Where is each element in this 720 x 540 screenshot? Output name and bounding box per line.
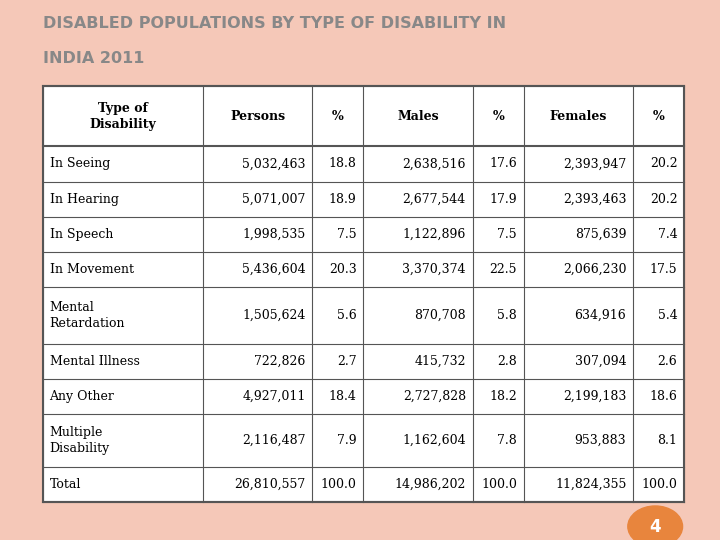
Text: 722,826: 722,826 [254,355,305,368]
Text: 4,927,011: 4,927,011 [242,390,305,403]
Text: Persons: Persons [230,110,285,123]
Text: 11,824,355: 11,824,355 [555,478,626,491]
Text: In Speech: In Speech [50,228,113,241]
Text: Mental Illness: Mental Illness [50,355,140,368]
Text: 2,066,230: 2,066,230 [563,263,626,276]
Text: Mental
Retardation: Mental Retardation [50,301,125,330]
Text: 18.2: 18.2 [489,390,517,403]
Text: Total: Total [50,478,81,491]
Text: In Seeing: In Seeing [50,158,110,171]
Text: 1,505,624: 1,505,624 [242,309,305,322]
Text: 4: 4 [649,517,661,536]
Text: 307,094: 307,094 [575,355,626,368]
Text: 100.0: 100.0 [642,478,678,491]
Text: 20.2: 20.2 [649,158,678,171]
Text: 1,162,604: 1,162,604 [402,434,466,447]
Text: DISABLED POPULATIONS BY TYPE OF DISABILITY IN: DISABLED POPULATIONS BY TYPE OF DISABILI… [42,16,505,31]
Text: 18.9: 18.9 [329,193,356,206]
Text: Any Other: Any Other [50,390,114,403]
Text: 18.6: 18.6 [649,390,678,403]
Text: 415,732: 415,732 [415,355,466,368]
Text: 18.8: 18.8 [328,158,356,171]
Text: 7.4: 7.4 [657,228,678,241]
Text: 100.0: 100.0 [320,478,356,491]
Text: 26,810,557: 26,810,557 [234,478,305,491]
Text: 5,071,007: 5,071,007 [242,193,305,206]
Text: 2,393,463: 2,393,463 [563,193,626,206]
Text: 17.9: 17.9 [490,193,517,206]
Text: 7.5: 7.5 [337,228,356,241]
Text: 870,708: 870,708 [414,309,466,322]
Text: 100.0: 100.0 [481,478,517,491]
Text: 7.5: 7.5 [498,228,517,241]
Text: 5.8: 5.8 [498,309,517,322]
Text: 20.3: 20.3 [329,263,356,276]
Text: Males: Males [397,110,439,123]
Text: 7.8: 7.8 [498,434,517,447]
Text: 14,986,202: 14,986,202 [395,478,466,491]
Text: 5.6: 5.6 [337,309,356,322]
Text: Females: Females [550,110,607,123]
Text: 3,370,374: 3,370,374 [402,263,466,276]
Text: 17.5: 17.5 [649,263,678,276]
Text: Multiple
Disability: Multiple Disability [50,426,109,455]
Text: 1,998,535: 1,998,535 [242,228,305,241]
Text: 2,727,828: 2,727,828 [402,390,466,403]
Text: 2.6: 2.6 [657,355,678,368]
Text: 875,639: 875,639 [575,228,626,241]
Text: 5.4: 5.4 [657,309,678,322]
Bar [42,86,684,502]
Text: 2,677,544: 2,677,544 [402,193,466,206]
Text: 18.4: 18.4 [328,390,356,403]
Text: 20.2: 20.2 [649,193,678,206]
Text: %: % [332,110,344,123]
Text: Type of
Disability: Type of Disability [89,102,156,131]
Text: 2,199,183: 2,199,183 [563,390,626,403]
Text: %: % [492,110,504,123]
Text: 8.1: 8.1 [657,434,678,447]
Text: 7.9: 7.9 [337,434,356,447]
Text: 22.5: 22.5 [490,263,517,276]
Text: In Hearing: In Hearing [50,193,119,206]
Text: INDIA 2011: INDIA 2011 [42,51,144,66]
Text: In Movement: In Movement [50,263,133,276]
Text: 1,122,896: 1,122,896 [402,228,466,241]
Text: 2,116,487: 2,116,487 [242,434,305,447]
Text: 5,032,463: 5,032,463 [242,158,305,171]
Text: 2.8: 2.8 [498,355,517,368]
Text: %: % [653,110,665,123]
Text: 17.6: 17.6 [489,158,517,171]
Text: 5,436,604: 5,436,604 [242,263,305,276]
Text: 953,883: 953,883 [575,434,626,447]
Text: 2,393,947: 2,393,947 [563,158,626,171]
Text: 2,638,516: 2,638,516 [402,158,466,171]
Text: 634,916: 634,916 [575,309,626,322]
Text: 2.7: 2.7 [337,355,356,368]
